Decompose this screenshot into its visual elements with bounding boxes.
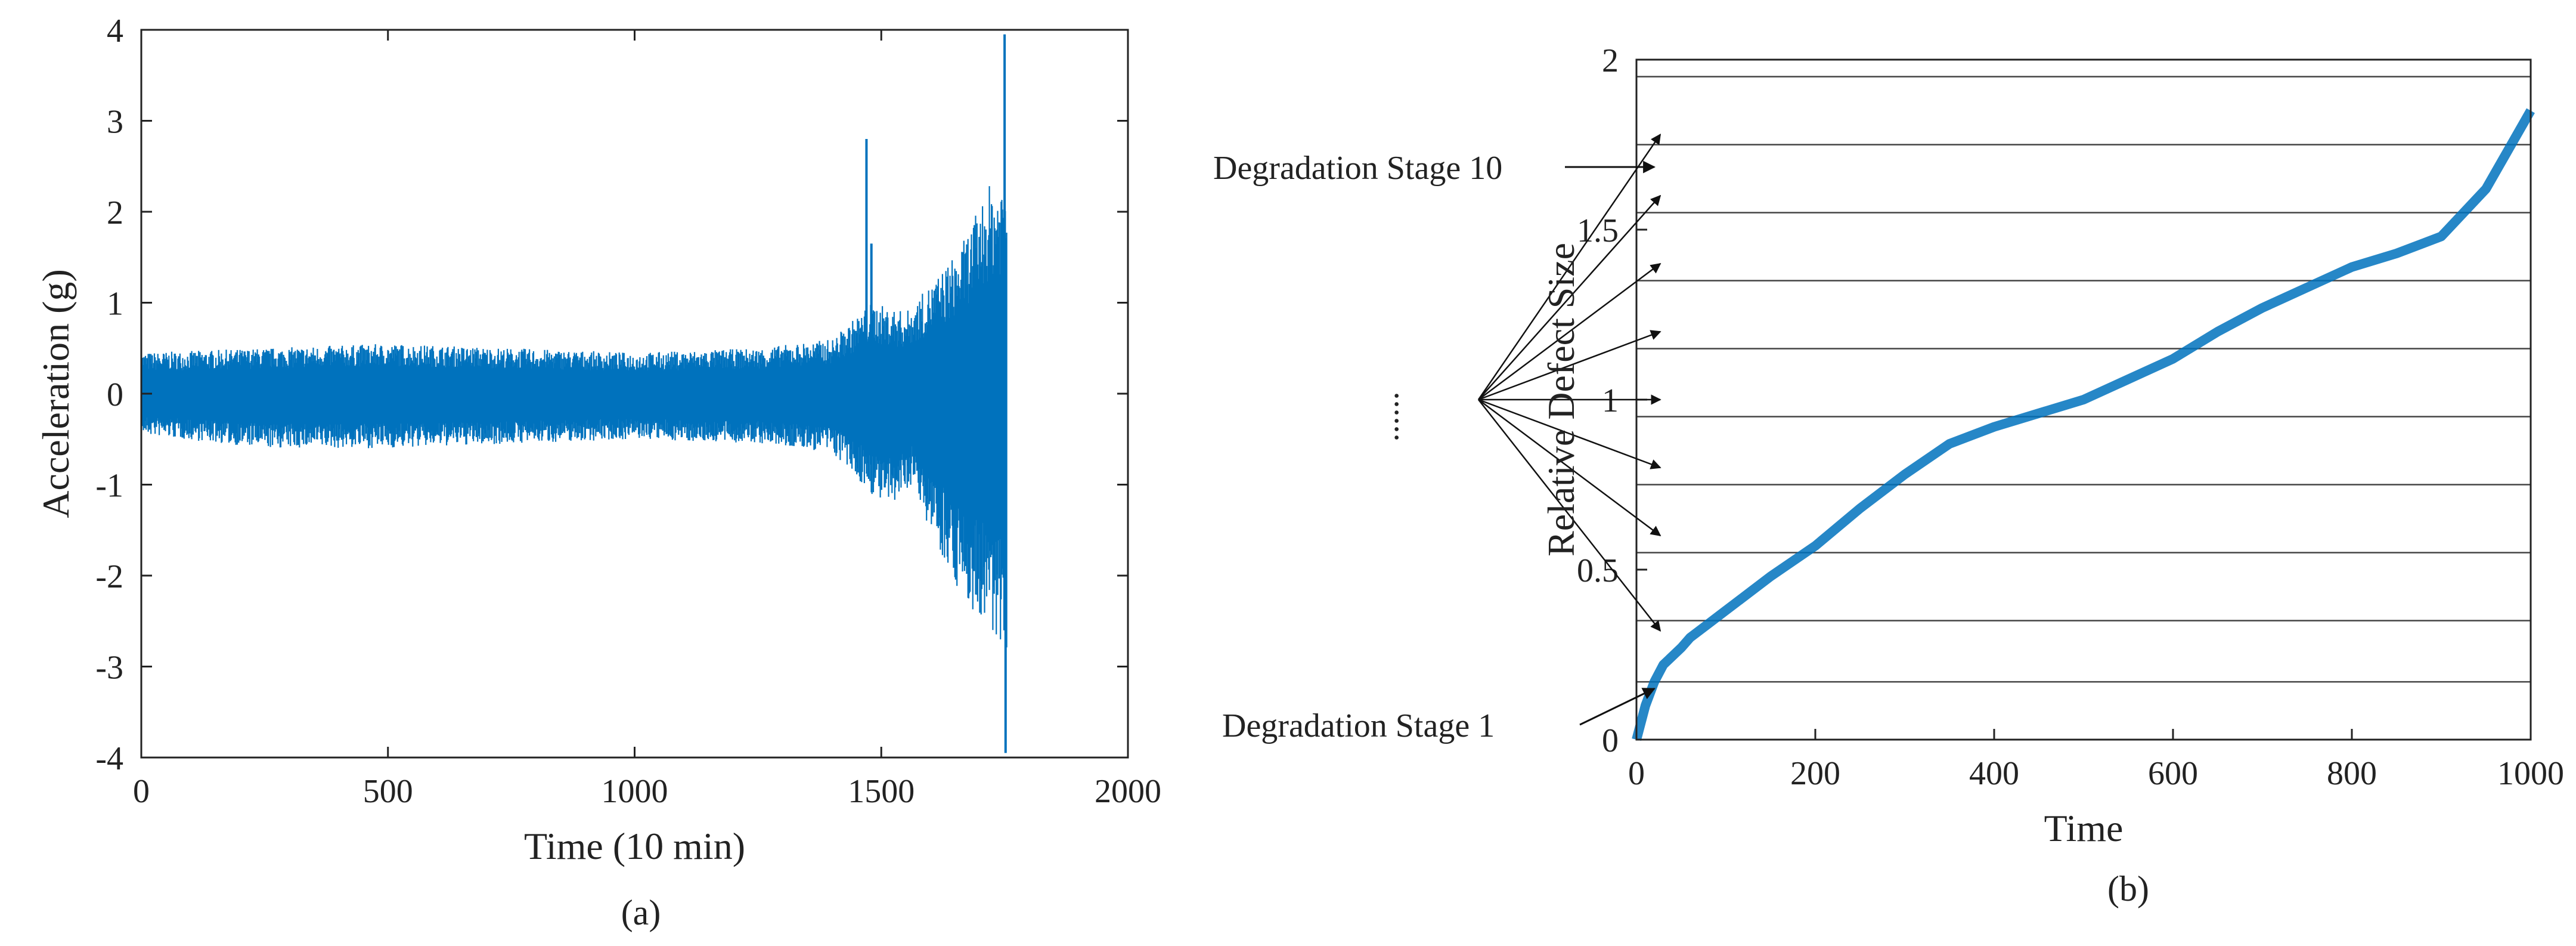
panel-a-xtick-label: 2000 [1095, 773, 1161, 810]
panel-b-defect-curve [1632, 108, 2535, 741]
fan-arrow [1478, 194, 1661, 400]
panel-b-ytick-label: 0.5 [1577, 552, 1619, 589]
panel-a-ytick-label: 1 [107, 286, 123, 323]
panel-a-series-group [140, 34, 1008, 753]
panel-b-xtick-label: 1000 [2497, 755, 2564, 792]
panel-a-signal-trace [140, 186, 1008, 648]
panel-b-xtick-label: 200 [1790, 755, 1840, 792]
panel-a-xtick-label: 1500 [848, 773, 915, 810]
panel-a-ytick-label: 3 [107, 104, 123, 141]
annotation-stage-10: Degradation Stage 10 [1213, 150, 1502, 187]
panel-b-ytick-label: 0 [1602, 722, 1619, 759]
panel-a-ytick-label: -2 [95, 558, 123, 595]
panel-b-xtick-label: 800 [2327, 755, 2377, 792]
panel-a-ytick-label: 0 [107, 376, 123, 413]
panel-b-ytick-label: 1 [1602, 382, 1619, 419]
fan-arrow [1478, 398, 1661, 537]
panel-b-label: (b) [2107, 869, 2149, 908]
panel-b-x-axis-label: Time [2044, 807, 2124, 849]
panel-a-xtick-label: 0 [133, 773, 150, 810]
panel-a-xtick-label: 1000 [602, 773, 668, 810]
panel-a-ytick-label: -1 [95, 468, 123, 505]
annotation-ellipsis: ...... [1369, 392, 1406, 442]
panel-b-ytick-label: 1.5 [1577, 212, 1619, 249]
panel-b-annotations [1477, 133, 1661, 726]
arrow-stage-1 [1579, 688, 1656, 726]
panel-b-series-group [1632, 108, 2535, 741]
panel-b-xtick-label: 400 [1969, 755, 2019, 792]
panel-b-y-axis-label: Relative Defect Size [1540, 243, 1582, 557]
panel-a-xtick-label: 500 [363, 773, 413, 810]
panel-a-ytick-label: 4 [107, 13, 123, 50]
annotation-stage-1: Degradation Stage 1 [1222, 707, 1495, 744]
fan-arrow [1478, 399, 1661, 632]
panel-a-ticks: 0 500 1000 1500 2000 -4 -3 -2 -1 0 1 2 3 4 [95, 13, 1161, 810]
panel-a-chart: 0 500 1000 1500 2000 -4 -3 -2 -1 0 1 2 3 4 Time (10 m… [35, 13, 1161, 932]
panel-b-chart: 0 200 400 600 800 1000 0 0.5 1 1.5 2 Time Relative… [1213, 42, 2564, 908]
panel-a-y-axis-label: Acceleration (g) [35, 269, 77, 518]
panel-a-label: (a) [621, 893, 661, 932]
fan-arrow [1477, 133, 1661, 400]
panel-a-ytick-label: -3 [95, 650, 123, 687]
panel-b-threshold-lines [1636, 76, 2531, 683]
panel-b-xtick-label: 0 [1628, 755, 1645, 792]
panel-a-x-axis-label: Time (10 min) [524, 825, 745, 867]
panel-b-xtick-label: 600 [2148, 755, 2198, 792]
fan-arrow [1478, 262, 1661, 401]
panel-a-ytick-label: 2 [107, 194, 123, 231]
panel-b-ytick-label: 2 [1602, 42, 1619, 79]
fan-arrow [1478, 330, 1661, 401]
panel-a-ytick-label: -4 [95, 740, 123, 777]
fan-arrow [1478, 398, 1661, 469]
